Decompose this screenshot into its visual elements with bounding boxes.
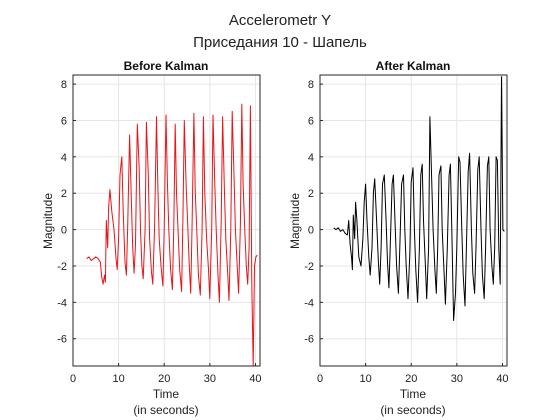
before-kalman-xlabel-line2: (in seconds) <box>133 403 198 417</box>
after-kalman-xtick-label: 0 <box>317 373 323 385</box>
before-kalman-xlabel-line1: Time <box>153 387 180 401</box>
before-kalman-ytick-label: -6 <box>57 334 67 346</box>
before-kalman-ylabel: Magnitude <box>41 193 55 249</box>
after-kalman-ytick-label: 4 <box>308 152 314 164</box>
before-kalman-ytick-label: -4 <box>57 297 67 309</box>
before-kalman-ytick-label: -2 <box>57 261 67 273</box>
after-kalman-panel: After Kalman Time (in seconds) Magnitude… <box>288 59 509 417</box>
before-kalman-xtick-label: 20 <box>158 373 170 385</box>
figure-title-line1: Accelerometr Y <box>229 12 331 29</box>
before-kalman-xtick-label: 0 <box>70 373 76 385</box>
after-kalman-grid <box>319 75 507 366</box>
after-kalman-ytick-label: 8 <box>308 79 314 91</box>
figure-title-line2: Приседания 10 - Шапель <box>193 34 367 51</box>
before-kalman-title: Before Kalman <box>124 59 209 73</box>
before-kalman-ytick-label: 6 <box>61 115 67 127</box>
after-kalman-axes-box <box>319 74 508 367</box>
after-kalman-ytick-label: -6 <box>304 334 314 346</box>
after-kalman-ytick-label: -2 <box>304 261 314 273</box>
after-kalman-xtick-label: 30 <box>451 373 463 385</box>
after-kalman-ytick-label: -4 <box>304 297 314 309</box>
before-kalman-xtick-label: 10 <box>112 373 124 385</box>
after-kalman-ytick-label: 2 <box>308 188 314 200</box>
before-kalman-ytick-label: 2 <box>61 188 67 200</box>
before-kalman-series-line <box>86 103 258 367</box>
after-kalman-ytick-label: 0 <box>308 225 314 237</box>
after-kalman-ylabel: Magnitude <box>288 193 302 249</box>
after-kalman-title: After Kalman <box>376 59 451 73</box>
after-kalman-ytick-label: 6 <box>308 115 314 127</box>
after-kalman-xtick-label: 20 <box>405 373 417 385</box>
before-kalman-xtick-label: 30 <box>204 373 216 385</box>
before-kalman-xtick-label: 40 <box>249 373 261 385</box>
before-kalman-grid <box>72 75 260 366</box>
after-kalman-xtick-label: 10 <box>359 373 371 385</box>
before-kalman-ytick-label: 0 <box>61 225 67 237</box>
before-kalman-panel: Before Kalman Time (in seconds) Magnitud… <box>41 59 262 417</box>
after-kalman-xlabel-line2: (in seconds) <box>380 403 445 417</box>
after-kalman-series-line <box>333 76 505 321</box>
before-kalman-ytick-label: 4 <box>61 152 67 164</box>
after-kalman-xlabel-line1: Time <box>400 387 427 401</box>
before-kalman-axes-box <box>72 74 261 367</box>
before-kalman-ytick-label: 8 <box>61 79 67 91</box>
after-kalman-xtick-label: 40 <box>496 373 508 385</box>
